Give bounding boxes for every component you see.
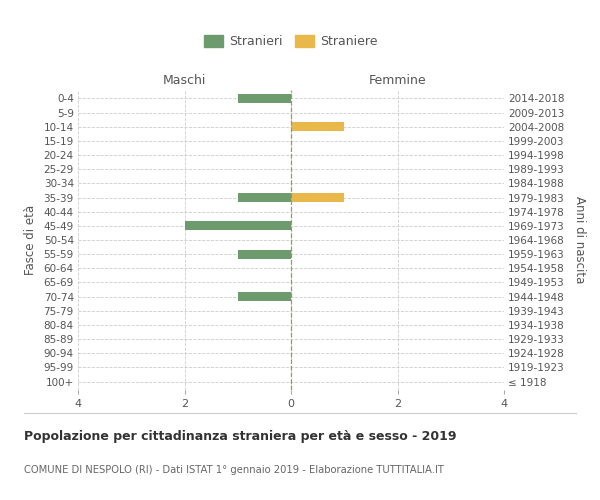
Bar <box>238 94 291 103</box>
Legend: Stranieri, Straniere: Stranieri, Straniere <box>199 30 383 53</box>
Y-axis label: Anni di nascita: Anni di nascita <box>573 196 586 284</box>
Bar <box>185 221 291 230</box>
Text: COMUNE DI NESPOLO (RI) - Dati ISTAT 1° gennaio 2019 - Elaborazione TUTTITALIA.IT: COMUNE DI NESPOLO (RI) - Dati ISTAT 1° g… <box>24 465 444 475</box>
Bar <box>238 193 291 202</box>
Text: Maschi: Maschi <box>163 74 206 87</box>
Text: Popolazione per cittadinanza straniera per età e sesso - 2019: Popolazione per cittadinanza straniera p… <box>24 430 457 443</box>
Bar <box>238 292 291 301</box>
Bar <box>238 250 291 259</box>
Text: Femmine: Femmine <box>368 74 427 87</box>
Bar <box>291 122 344 132</box>
Y-axis label: Fasce di età: Fasce di età <box>23 205 37 275</box>
Bar <box>291 193 344 202</box>
